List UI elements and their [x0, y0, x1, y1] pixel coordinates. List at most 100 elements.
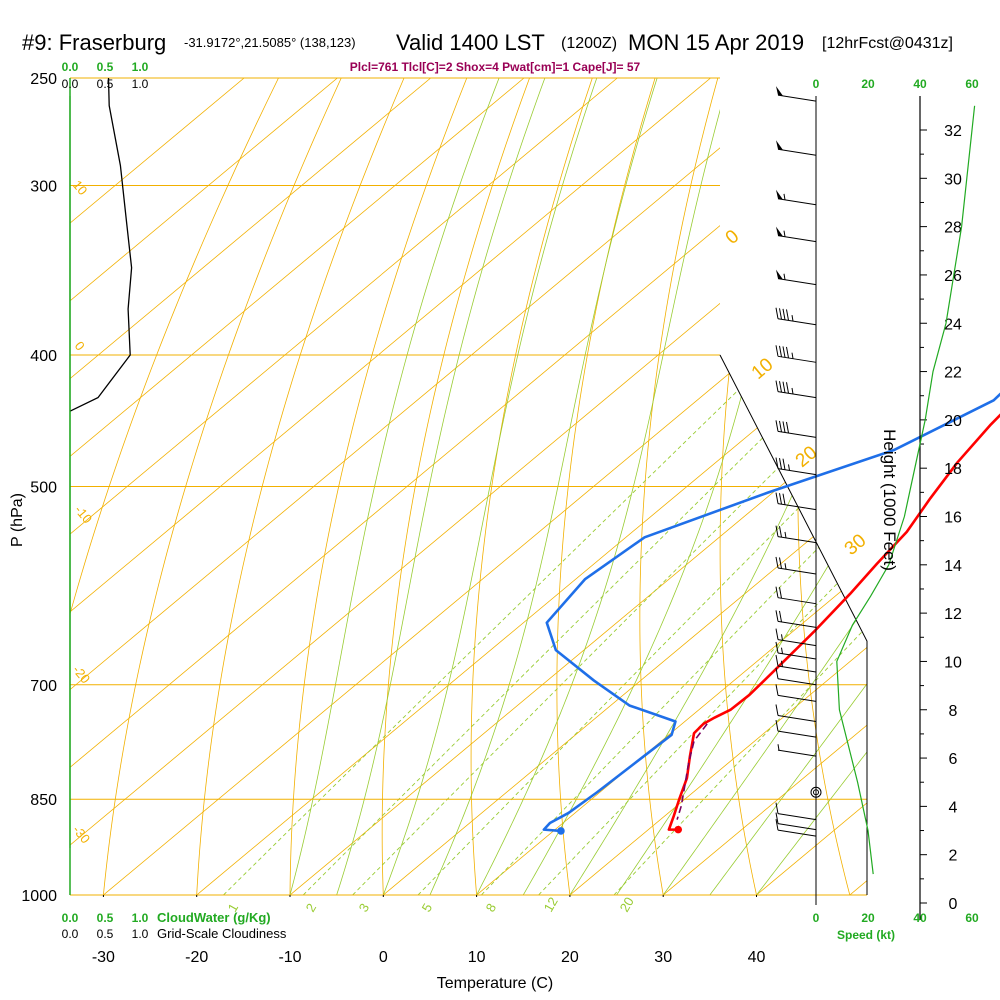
- cloudiness-top-tick: 1.0: [132, 77, 149, 91]
- barb-full: [782, 458, 786, 470]
- mixing-ratio-label: 8: [483, 901, 500, 915]
- site-coords: -31.9172°,21.5085° (138,123): [184, 35, 356, 50]
- wind-barb: [775, 641, 817, 660]
- temperature-tick-label: 0: [379, 949, 388, 966]
- wind-barb: [776, 269, 817, 286]
- barb-staff: [777, 823, 817, 831]
- cloudiness-bottom-tick: 1.0: [132, 927, 149, 941]
- temperature-tick-label: 20: [561, 949, 579, 966]
- moist-adiabat-line: [336, 78, 546, 895]
- valid-time: Valid 1400 LST: [396, 30, 545, 55]
- mixing-ratio-line: [417, 354, 867, 895]
- dry-adiabat-line: [70, 78, 279, 895]
- barb-full: [775, 307, 779, 319]
- barb-staff: [777, 715, 817, 723]
- barb-full: [775, 457, 779, 469]
- barb-pennant: [776, 140, 783, 151]
- calm-circle: [810, 786, 822, 798]
- isotherm-label: 10: [748, 354, 778, 384]
- wind-barb: [775, 457, 817, 476]
- barb-staff: [777, 468, 817, 476]
- barb-staff: [777, 694, 817, 702]
- moist-adiabat-line: [709, 78, 867, 895]
- barb-full: [786, 309, 789, 321]
- height-tick-label: 16: [944, 510, 962, 527]
- barb-full: [775, 525, 779, 537]
- mixing-ratio-line: [302, 354, 848, 895]
- barb-full: [786, 346, 789, 359]
- temperature-tick-label: 30: [654, 949, 672, 966]
- barb-staff: [777, 749, 817, 757]
- isotherm-line: [70, 78, 525, 895]
- isotherm-line: [70, 78, 338, 895]
- site-title: #9: Fraserburg: [22, 30, 166, 55]
- dewpoint-line: [542, 392, 1000, 833]
- barb-half: [783, 230, 786, 237]
- barb-staff: [777, 355, 817, 363]
- barb-staff: [777, 235, 817, 243]
- isotherm-line: [70, 78, 431, 895]
- barb-staff: [777, 639, 817, 647]
- dry-adiabat-line: [639, 78, 719, 895]
- temperature-tick-label: 10: [468, 949, 486, 966]
- barb-pennant: [776, 86, 783, 96]
- pressure-tick-label: 500: [30, 480, 57, 497]
- barb-half: [783, 193, 786, 200]
- pressure-tick-label: 700: [30, 678, 57, 695]
- barb-full: [779, 526, 782, 538]
- temperature-tick-label: -10: [278, 949, 301, 966]
- temperature-surface-point: [674, 825, 683, 834]
- wind-speed-bottom-tick: 20: [861, 911, 875, 925]
- barb-full: [775, 819, 779, 831]
- barb-full: [775, 684, 779, 696]
- y-axis-label: P (hPa): [9, 493, 26, 547]
- barb-staff: [777, 567, 817, 575]
- isotherm-line: [383, 78, 867, 895]
- barb-staff: [777, 678, 817, 686]
- barb-full: [775, 720, 779, 732]
- barb-staff: [777, 730, 817, 738]
- moist-adiabat-line: [289, 78, 500, 895]
- barb-full: [782, 493, 786, 505]
- mixing-ratio-line: [538, 354, 867, 895]
- barb-staff: [777, 430, 817, 438]
- mixing-ratio-label: 2: [303, 901, 320, 915]
- mixing-ratio-label: 20: [617, 894, 637, 914]
- moist-adiabat-line: [616, 78, 867, 895]
- barb-staff: [777, 278, 817, 286]
- barb-staff: [777, 391, 817, 399]
- wind-barb: [775, 667, 817, 686]
- cloudiness-top-tick: 0.0: [62, 77, 79, 91]
- height-tick-label: 28: [944, 220, 962, 237]
- isotherm-label: 20: [792, 442, 822, 472]
- forecast-info: [12hrFcst@0431z]: [822, 35, 953, 52]
- dry-adiabat-line: [797, 78, 851, 895]
- isotherm-line: [70, 78, 245, 895]
- barb-full: [779, 420, 782, 433]
- height-tick-label: 18: [944, 461, 962, 478]
- barb-staff: [777, 829, 817, 837]
- barb-full: [779, 557, 782, 569]
- wind-speed-top-tick: 60: [965, 77, 979, 91]
- barb-staff: [777, 198, 817, 206]
- barb-full: [779, 345, 782, 357]
- barb-full: [775, 420, 779, 432]
- dry-adiabat-label: -20: [70, 662, 94, 686]
- wind-speed-bottom-tick: 40: [913, 911, 927, 925]
- wind-barb: [775, 380, 817, 399]
- barb-staff: [777, 148, 817, 156]
- barb-full: [779, 587, 782, 599]
- cloudwater-bottom-tick: 0.5: [97, 911, 114, 925]
- wind-barb: [776, 140, 817, 156]
- dewpoint-surface-point: [557, 827, 565, 835]
- wind-speed-top-tick: 40: [913, 77, 927, 91]
- moist-adiabat-line: [756, 78, 867, 895]
- barb-full: [775, 641, 779, 654]
- dry-adiabat-label: 0: [72, 338, 88, 353]
- barb-full: [779, 381, 782, 393]
- barb-full: [775, 610, 779, 622]
- barb-half: [784, 563, 787, 570]
- height-tick-label: 14: [944, 558, 962, 575]
- pressure-tick-label: 250: [30, 71, 57, 88]
